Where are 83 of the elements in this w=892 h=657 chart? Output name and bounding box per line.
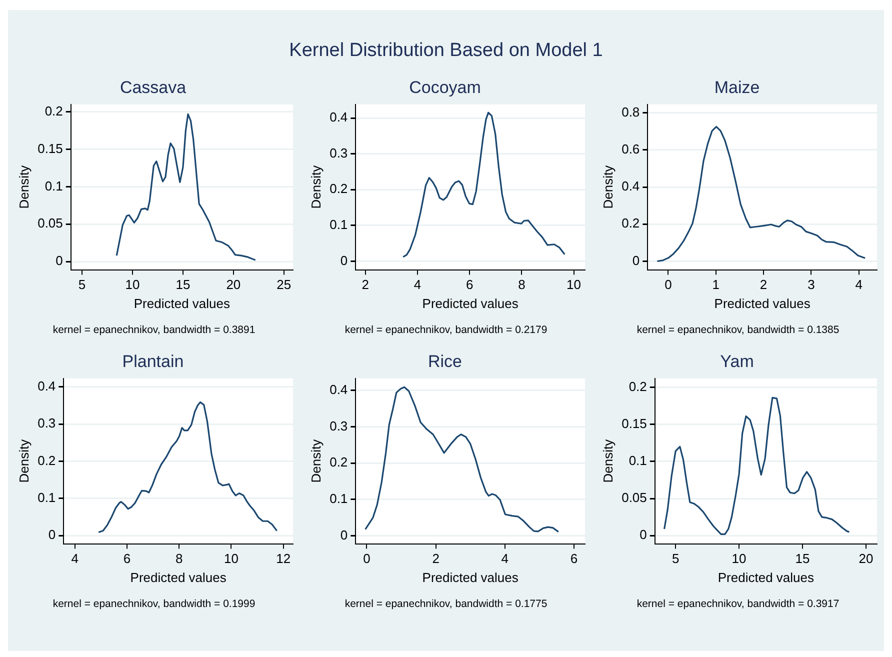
y-axis-title: Density <box>600 438 616 483</box>
y-tick-label: 0.2 <box>628 378 647 394</box>
chart-title: Cassava <box>120 78 187 97</box>
x-axis-title: Predicted values <box>134 296 230 311</box>
chart-title: Yam <box>720 352 754 371</box>
y-tick-label: 0.6 <box>622 141 640 156</box>
x-tick-label: 2 <box>432 551 440 566</box>
y-tick-label: 0.05 <box>622 490 647 506</box>
y-tick-label: 0.4 <box>38 378 56 394</box>
x-tick-label: 25 <box>276 277 292 292</box>
text: kernel = epanechnikov, bandwidth = 0.3917 <box>636 598 840 610</box>
x-tick-label: 0 <box>664 277 672 292</box>
x-axis-title: Predicted values <box>422 570 519 585</box>
x-tick-label: 4 <box>855 277 862 292</box>
y-tick-label: 0 <box>56 253 63 268</box>
x-tick-label: 20 <box>226 277 241 292</box>
y-tick-label: 0.1 <box>330 491 348 506</box>
y-tick-label: 0.2 <box>38 452 56 468</box>
y-tick-label: 0.1 <box>38 490 56 506</box>
x-tick-label: 8 <box>176 551 183 566</box>
x-tick-label: 4 <box>501 551 508 566</box>
y-tick-label: 0.4 <box>330 110 348 125</box>
x-tick-label: 10 <box>566 277 582 292</box>
x-axis-title: Predicted values <box>714 296 811 311</box>
x-tick-label: 2 <box>362 277 369 292</box>
x-tick-label: 12 <box>276 551 291 566</box>
text: kernel = epanechnikov, bandwidth = 0.1999 <box>52 598 256 610</box>
x-tick-label: 15 <box>795 551 810 566</box>
y-tick-label: 0.2 <box>622 216 640 231</box>
y-tick-label: 0.8 <box>622 104 640 120</box>
y-tick-label: 0 <box>340 252 348 268</box>
chart-title: Plantain <box>122 352 184 371</box>
y-axis-title: Density <box>308 164 324 209</box>
y-tick-label: 0.2 <box>330 454 348 470</box>
x-tick-label: 6 <box>123 551 131 566</box>
y-tick-label: 0.15 <box>38 140 63 156</box>
x-tick-label: 0 <box>363 551 370 566</box>
chart-title: Maize <box>714 78 760 97</box>
y-tick-label: 0 <box>640 527 647 542</box>
x-tick-label: 5 <box>78 277 86 292</box>
y-tick-label: 0 <box>340 527 348 542</box>
text: kernel = epanechnikov, bandwidth = 0.3891 <box>52 324 256 336</box>
x-tick-label: 1 <box>712 277 720 292</box>
x-tick-label: 4 <box>71 551 78 566</box>
y-tick-label: 0.4 <box>330 382 348 397</box>
y-axis-title: Density <box>16 164 32 209</box>
y-tick-label: 0.3 <box>38 416 56 431</box>
y-tick-label: 0.1 <box>44 178 63 194</box>
x-axis-title: Predicted values <box>130 570 227 585</box>
y-tick-label: 0 <box>632 252 640 268</box>
x-tick-label: 6 <box>570 551 578 566</box>
x-tick-label: 8 <box>518 277 526 292</box>
y-tick-label: 0.3 <box>330 418 348 434</box>
x-tick-label: 10 <box>125 277 140 292</box>
text: kernel = epanechnikov, bandwidth = 0.2179 <box>344 324 548 336</box>
y-tick-label: 0.1 <box>330 216 348 232</box>
x-tick-label: 4 <box>414 277 422 292</box>
x-tick-label: 6 <box>466 277 474 292</box>
y-tick-label: 0.1 <box>628 453 647 468</box>
x-tick-label: 5 <box>672 551 680 566</box>
x-tick-label: 10 <box>732 551 746 566</box>
text: Kernel Distribution Based on Model 1 <box>289 40 603 61</box>
y-tick-label: 0.2 <box>330 181 348 196</box>
x-tick-label: 20 <box>858 551 874 566</box>
text: kernel = epanechnikov, bandwidth = 0.1775 <box>344 598 548 610</box>
y-axis-title: Density <box>16 438 32 483</box>
y-tick-label: 0.2 <box>44 103 63 118</box>
y-tick-label: 0.15 <box>622 416 647 431</box>
x-tick-label: 3 <box>808 277 815 292</box>
x-tick-label: 10 <box>224 551 238 566</box>
chart-title: Cocoyam <box>409 78 481 97</box>
x-tick-label: 15 <box>176 277 190 292</box>
y-tick-label: 0.3 <box>330 145 348 160</box>
x-axis-title: Predicted values <box>718 570 814 585</box>
y-axis-title: Density <box>308 438 324 483</box>
text: kernel = epanechnikov, bandwidth = 0.1385 <box>636 324 840 336</box>
chart-title: Rice <box>428 352 462 371</box>
y-tick-label: 0.4 <box>622 178 640 194</box>
y-tick-label: 0 <box>48 527 56 542</box>
x-tick-label: 2 <box>760 277 768 292</box>
y-axis-title: Density <box>600 164 616 209</box>
y-tick-label: 0.05 <box>38 216 63 231</box>
x-axis-title: Predicted values <box>422 296 519 311</box>
